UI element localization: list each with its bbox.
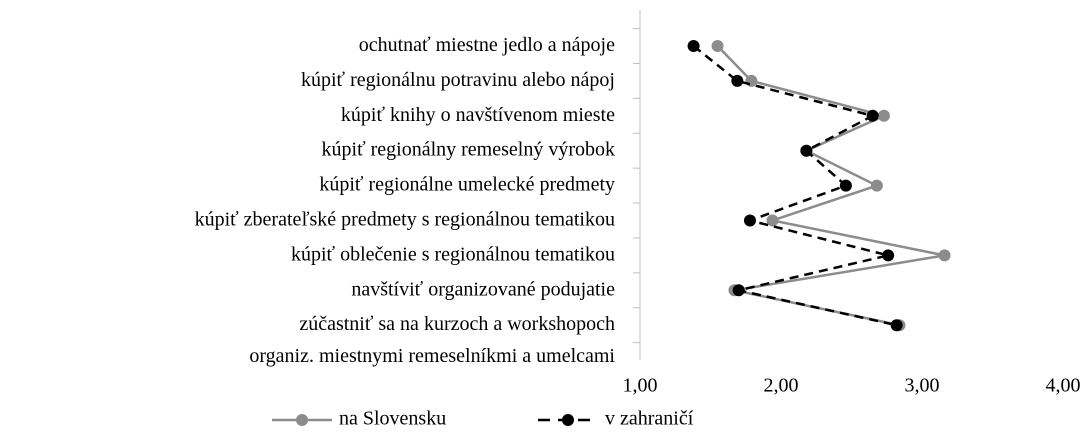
marker [731, 74, 744, 87]
y-tick-label: navštíviť organizované podujatie [351, 278, 615, 300]
marker [938, 249, 951, 262]
legend-marker [562, 414, 574, 426]
label-line: kúpiť regionálnu potravinu alebo nápoj [301, 68, 615, 90]
marker [866, 109, 879, 122]
marker [711, 40, 724, 52]
label-line: zúčastniť sa na kurzoch a workshopoch [299, 313, 615, 335]
label-line: ochutnať miestne jedlo a nápoje [359, 34, 615, 56]
y-tick-label: kúpiť zberateľské predmety s regionálnou… [195, 208, 615, 230]
marker [800, 144, 813, 157]
y-tick-label: kúpiť oblečenie s regionálnou tematikou [291, 243, 615, 265]
x-tick-label: 4,00 [1046, 375, 1081, 397]
label-line: organiz. miestnymi remeselníkmi a umelca… [249, 345, 615, 367]
label-line: kúpiť oblečenie s regionálnou tematikou [291, 243, 615, 265]
label-line: navštíviť organizované podujatie [351, 278, 615, 300]
y-tick-label: kúpiť regionálnu potravinu alebo nápoj [301, 68, 615, 90]
legend-label: na Slovensku [339, 408, 446, 430]
y-tick-label: ochutnať miestne jedlo a nápoje [359, 34, 615, 56]
marker [732, 284, 745, 297]
legend-label: v zahraničí [605, 408, 694, 430]
marker [687, 40, 700, 52]
x-tick-label: 2,00 [764, 375, 799, 397]
marker [839, 179, 852, 192]
marker [870, 179, 883, 192]
marker [745, 74, 758, 87]
x-tick-label: 3,00 [905, 375, 940, 397]
marker [882, 249, 895, 262]
series-line [692, 45, 897, 327]
series-line [716, 45, 945, 327]
marker [743, 214, 756, 227]
marker [877, 109, 890, 122]
x-tick-label: 1,00 [623, 375, 658, 397]
y-tick-label: kúpiť regionálne umelecké predmety [319, 173, 615, 195]
label-line: kúpiť regionálny remeselný výrobok [322, 138, 615, 160]
y-tick-label: kúpiť knihy o navštívenom mieste [341, 103, 615, 125]
legend-marker [296, 414, 308, 426]
label-line: kúpiť regionálne umelecké predmety [319, 173, 615, 195]
marker [766, 214, 779, 227]
label-line: kúpiť knihy o navštívenom mieste [341, 103, 615, 125]
marker [890, 319, 903, 332]
y-tick-label: zúčastniť sa na kurzoch a workshopoch org… [249, 313, 615, 367]
label-line: kúpiť zberateľské predmety s regionálnou… [195, 208, 615, 230]
y-tick-label: kúpiť regionálny remeselný výrobok [322, 138, 615, 160]
